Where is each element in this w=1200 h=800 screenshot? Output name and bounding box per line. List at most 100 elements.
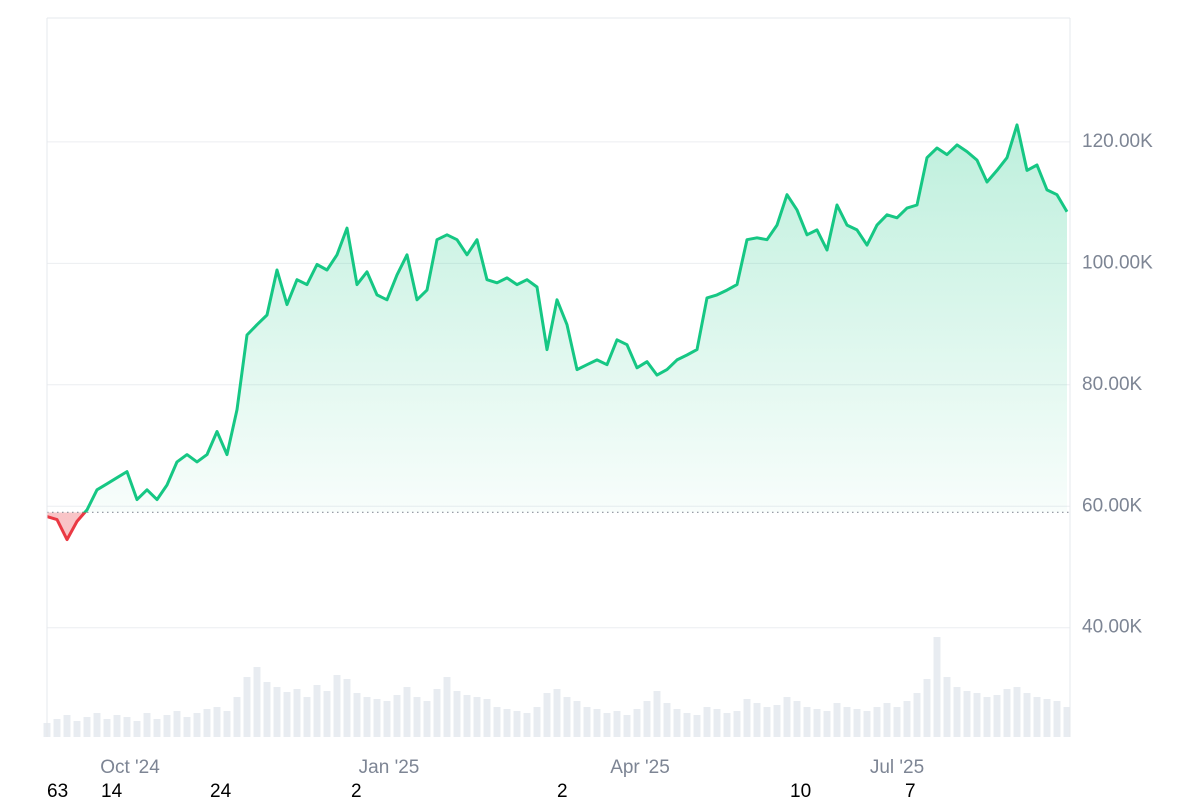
volume-bar <box>83 717 91 737</box>
volume-bar <box>513 711 521 737</box>
volume-bar <box>53 719 61 737</box>
volume-bar <box>813 709 821 737</box>
volume-bar <box>653 691 661 737</box>
volume-bar <box>453 691 461 737</box>
volume-bar <box>323 691 331 737</box>
volume-bar <box>123 717 131 737</box>
volume-bar <box>253 667 261 737</box>
volume-bar <box>303 697 311 737</box>
volume-bar <box>1033 697 1041 737</box>
y-tick-label: 40.00K <box>1082 617 1143 638</box>
volume-bar <box>363 697 371 737</box>
plot <box>46 123 1070 542</box>
footer-label: 63 <box>47 781 68 800</box>
axes: 40.00K 60.00K 80.00K 100.00K 120.00K Oct '24 J… <box>100 131 1153 778</box>
volume-bar <box>723 713 731 737</box>
volume-bar <box>103 719 111 737</box>
volume-bar <box>433 689 441 737</box>
volume-bar <box>183 717 191 737</box>
volume-bar <box>893 707 901 737</box>
volume-bar <box>63 715 71 737</box>
volume-bar <box>543 693 551 737</box>
volume-bar <box>973 693 981 737</box>
volume-bar <box>593 709 601 737</box>
volume-bar <box>563 697 571 737</box>
volume-bar <box>223 711 231 737</box>
volume-bar <box>823 711 831 737</box>
price-line <box>46 123 1069 542</box>
volume-bar <box>943 677 951 737</box>
volume-bar <box>933 637 941 737</box>
volume-bar <box>173 711 181 737</box>
footer-label: 2 <box>351 781 362 800</box>
volume-bar <box>753 703 761 737</box>
volume-bar <box>683 713 691 737</box>
volume-bar <box>133 721 141 737</box>
volume-bar <box>393 695 401 737</box>
volume-bar <box>293 689 301 737</box>
volume-bar <box>583 707 591 737</box>
volume-bar <box>443 677 451 737</box>
volume-bar <box>413 697 421 737</box>
volume-bar <box>733 711 741 737</box>
volume-bar <box>213 707 221 737</box>
volume-bar <box>1013 687 1021 737</box>
volume-bar <box>663 703 671 737</box>
volume-bar <box>693 715 701 737</box>
volume-bar <box>263 682 271 737</box>
volume-bar <box>983 697 991 737</box>
volume-bar <box>73 721 81 737</box>
footer-label: 7 <box>905 781 916 800</box>
volume-bar <box>633 709 641 737</box>
volume-bar <box>523 713 531 737</box>
volume-bars <box>43 637 1071 737</box>
volume-bar <box>673 709 681 737</box>
volume-bar <box>283 692 291 737</box>
volume-bar <box>483 699 491 737</box>
x-tick-label: Jan '25 <box>359 757 420 778</box>
volume-bar <box>953 687 961 737</box>
volume-bar <box>1003 689 1011 737</box>
volume-bar <box>273 687 281 737</box>
volume-bar <box>463 695 471 737</box>
volume-bar <box>193 713 201 737</box>
volume-bar <box>853 709 861 737</box>
volume-bar <box>153 719 161 737</box>
volume-bar <box>743 699 751 737</box>
volume-bar <box>93 713 101 737</box>
volume-bar <box>603 713 611 737</box>
footer-label: 2 <box>557 781 568 800</box>
footer-label: 10 <box>790 781 811 800</box>
volume-bar <box>343 679 351 737</box>
volume-bar <box>763 707 771 737</box>
volume-bar <box>623 715 631 737</box>
volume-bar <box>963 691 971 737</box>
y-tick-label: 100.00K <box>1082 252 1153 273</box>
volume-bar <box>903 701 911 737</box>
volume-bar <box>923 679 931 737</box>
volume-bar <box>1053 701 1061 737</box>
volume-bar <box>473 697 481 737</box>
volume-bar <box>913 693 921 737</box>
volume-bar <box>403 687 411 737</box>
volume-bar <box>783 697 791 737</box>
y-tick-label: 120.00K <box>1082 131 1153 152</box>
volume-bar <box>383 701 391 737</box>
volume-bar <box>643 701 651 737</box>
volume-bar <box>553 689 561 737</box>
volume-bar <box>573 701 581 737</box>
volume-bar <box>1043 699 1051 737</box>
volume-bar <box>333 675 341 737</box>
volume-bar <box>493 707 501 737</box>
volume-bar <box>533 707 541 737</box>
volume-bar <box>863 711 871 737</box>
volume-bar <box>353 693 361 737</box>
x-tick-label: Jul '25 <box>870 757 924 778</box>
volume-bar <box>793 701 801 737</box>
x-tick-label: Apr '25 <box>610 757 670 778</box>
volume-bar <box>373 699 381 737</box>
volume-bar <box>233 697 241 737</box>
price-area <box>47 124 1067 540</box>
